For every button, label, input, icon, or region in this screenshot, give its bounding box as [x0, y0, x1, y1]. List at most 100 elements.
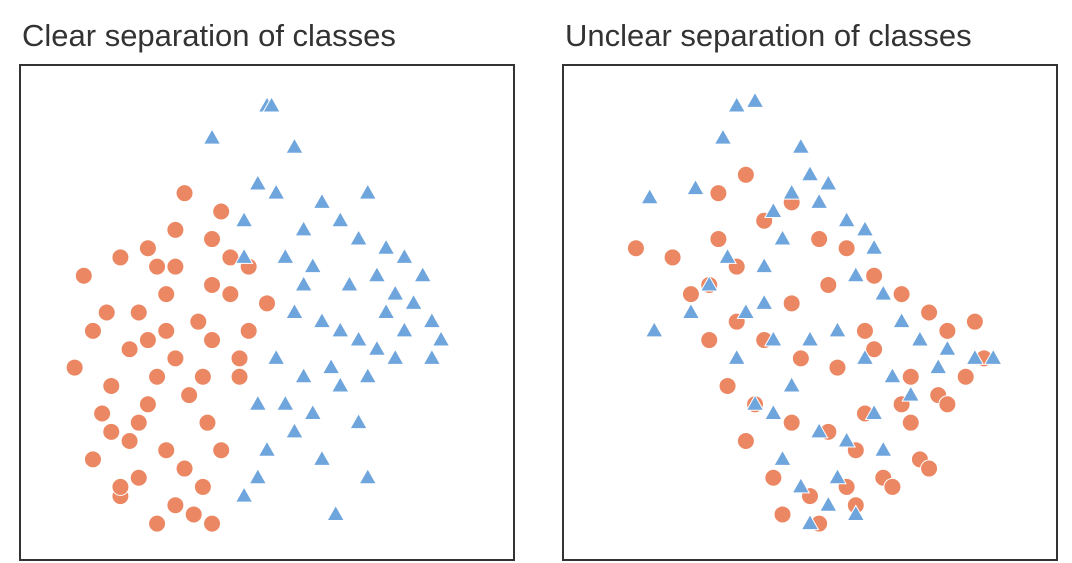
triangle-point: [303, 256, 323, 274]
triangle-point: [764, 403, 783, 420]
triangle-point: [782, 375, 802, 393]
triangle-point: [431, 330, 451, 347]
circle-point: [111, 477, 130, 496]
triangle-point: [285, 421, 304, 439]
triangle-point: [266, 183, 286, 200]
triangle-point: [699, 274, 719, 292]
circle-point: [938, 395, 957, 414]
chart-title: Unclear separation of classes: [565, 18, 972, 53]
circle-point: [198, 413, 217, 432]
triangle-point: [395, 247, 414, 264]
circle-point: [239, 321, 258, 340]
circle-point: [865, 340, 884, 359]
triangle-point: [234, 247, 254, 264]
circle-point: [700, 331, 719, 350]
triangle-point: [718, 247, 737, 264]
triangle-point: [644, 320, 664, 338]
circle-point: [938, 321, 957, 340]
circle-point: [189, 312, 208, 331]
triangle-point: [681, 302, 701, 319]
triangle-point: [248, 467, 268, 485]
triangle-point: [422, 348, 442, 365]
circle-point: [203, 514, 222, 533]
circle-point: [837, 239, 856, 258]
triangle-point: [326, 504, 346, 521]
circle-point: [920, 459, 939, 478]
circle-point: [148, 257, 167, 276]
triangle-point: [928, 357, 948, 375]
triangle-point: [773, 449, 792, 466]
triangle-point: [340, 274, 359, 292]
triangle-point: [294, 219, 313, 237]
triangle-point: [864, 238, 884, 255]
circle-point: [138, 239, 157, 258]
triangle-point: [846, 504, 866, 521]
triangle-point: [385, 284, 405, 301]
triangle-point: [376, 302, 396, 319]
triangle-point: [855, 348, 875, 365]
triangle-point: [745, 394, 765, 411]
triangle-point: [754, 293, 774, 310]
circle-point: [129, 413, 148, 432]
triangle-point: [395, 320, 414, 338]
circle-point: [718, 376, 737, 395]
circle-point: [791, 349, 810, 368]
circle-point: [709, 184, 728, 203]
circle-point: [111, 248, 130, 267]
chart-title: Clear separation of classes: [22, 18, 396, 53]
triangle-point: [727, 95, 747, 113]
triangle-point: [800, 330, 820, 347]
circle-point: [819, 275, 838, 294]
triangle-point: [358, 366, 378, 384]
circle-point: [148, 514, 167, 533]
triangle-point: [248, 173, 268, 191]
triangle-point: [800, 513, 820, 531]
circle-point: [102, 422, 121, 441]
triangle-point: [800, 164, 820, 182]
circle-point: [166, 257, 185, 276]
triangle-point: [321, 357, 341, 375]
triangle-point: [828, 320, 847, 338]
triangle-point: [809, 192, 829, 209]
circle-point: [148, 367, 167, 386]
circle-point: [175, 184, 194, 203]
circle-point: [120, 340, 139, 359]
triangle-point: [262, 95, 281, 113]
triangle-point: [818, 495, 838, 512]
triangle-point: [846, 265, 866, 283]
triangle-point: [764, 330, 783, 347]
triangle-point: [938, 339, 957, 356]
circle-point: [83, 450, 102, 469]
circle-point: [258, 294, 276, 313]
circle-point: [120, 432, 139, 451]
triangle-point: [910, 330, 930, 347]
triangle-point: [422, 311, 442, 329]
circle-point: [230, 367, 249, 386]
circle-point: [965, 312, 984, 331]
circle-point: [920, 303, 939, 322]
triangle-point: [837, 210, 856, 228]
triangle-point: [285, 137, 304, 154]
triangle-point: [312, 192, 332, 209]
triangle-point: [376, 238, 396, 255]
circle-point: [157, 285, 176, 304]
triangle-point: [754, 256, 774, 274]
circle-point: [855, 321, 874, 340]
triangle-point: [330, 375, 350, 393]
circle-point: [736, 432, 755, 451]
triangle-point: [385, 348, 405, 365]
circle-point: [956, 367, 975, 386]
triangle-point: [248, 394, 268, 411]
triangle-point: [764, 201, 783, 219]
circle-point: [626, 239, 645, 258]
circle-point: [782, 413, 801, 432]
plot-frame: [19, 64, 515, 561]
triangle-point: [358, 183, 378, 200]
triangle-point: [330, 210, 350, 228]
circle-point: [828, 358, 847, 377]
triangle-point: [294, 274, 313, 292]
circle-point: [901, 367, 920, 386]
triangle-point: [818, 173, 838, 191]
circle-point: [102, 376, 121, 395]
triangle-point: [303, 403, 323, 420]
